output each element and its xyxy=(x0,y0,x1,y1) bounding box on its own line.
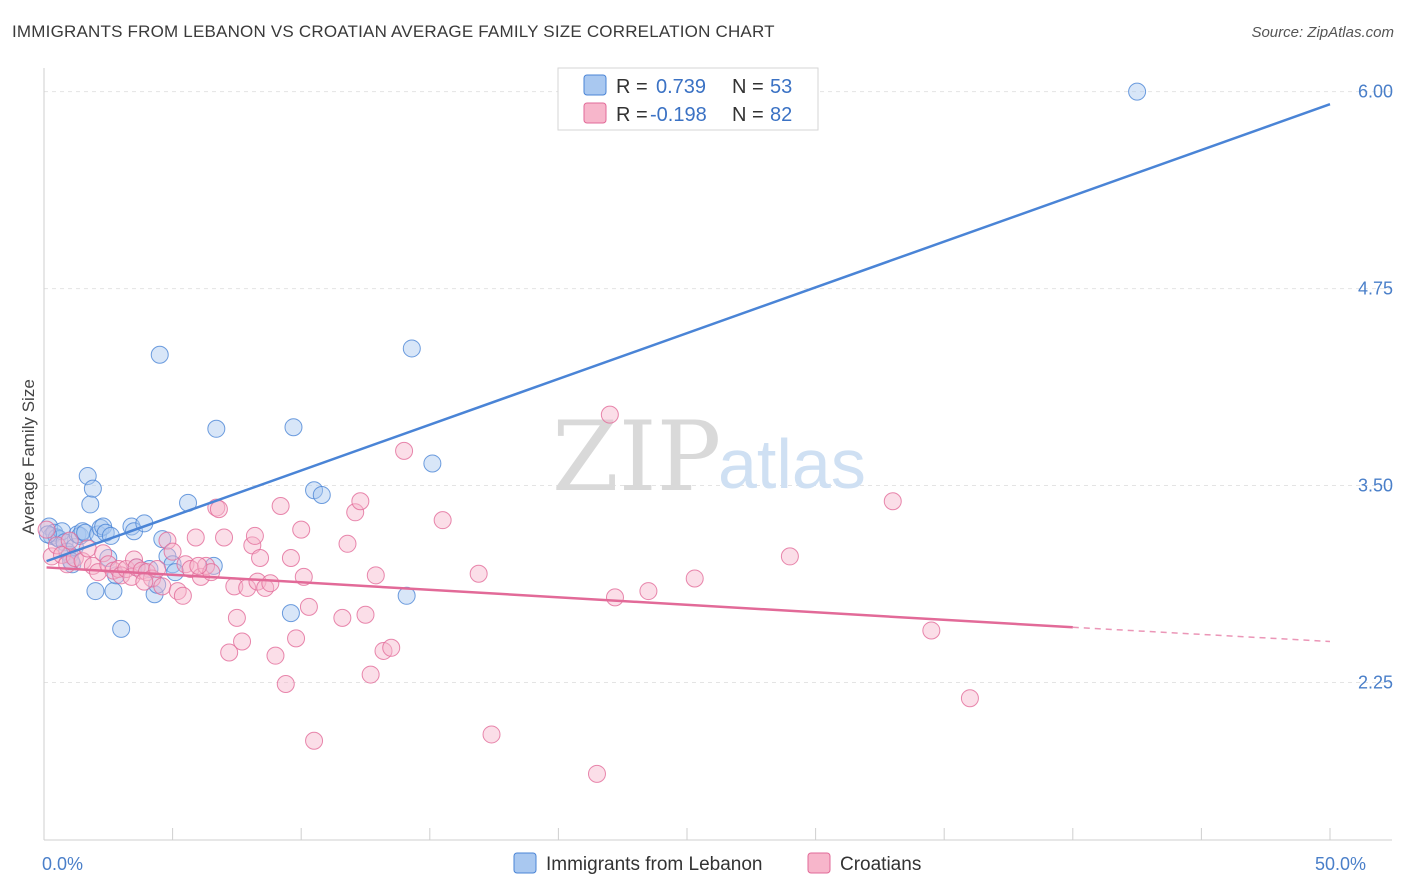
watermark-atlas: atlas xyxy=(718,425,866,503)
croatian-point xyxy=(281,548,300,567)
croatian-point xyxy=(351,492,370,511)
croatian-point xyxy=(276,675,295,694)
series-legend-swatch-lebanon xyxy=(513,852,537,874)
croatian-point xyxy=(395,441,414,460)
croatian-point xyxy=(220,643,239,662)
croatian-point xyxy=(60,531,79,550)
croatian-point xyxy=(173,586,192,605)
lebanon-point xyxy=(150,345,169,364)
croatian-point xyxy=(37,520,56,539)
croatian-point xyxy=(587,764,606,783)
trend-lines xyxy=(46,103,1331,643)
croatian-point xyxy=(305,731,324,750)
croatian-point xyxy=(266,646,285,665)
lebanon-trend-line xyxy=(46,103,1331,563)
legend-n-value-2: 82 xyxy=(770,104,792,126)
lebanon-point xyxy=(312,485,331,504)
data-points xyxy=(37,82,1147,783)
x-tick-label-right: 50.0% xyxy=(1315,854,1366,874)
croatian-point xyxy=(299,597,318,616)
croatian-point xyxy=(469,564,488,583)
croatian-point xyxy=(960,689,979,708)
legend-n-value-1: 53 xyxy=(770,76,792,98)
legend-swatch-lebanon xyxy=(583,74,607,96)
source-label: Source: ZipAtlas.com xyxy=(1251,24,1394,41)
lebanon-point xyxy=(112,619,131,638)
x-tick-labels: 0.0% 50.0% xyxy=(42,854,1366,874)
y-tick-label: 2.25 xyxy=(1358,672,1393,692)
series-legend-label-croatians: Croatians xyxy=(840,854,921,875)
lebanon-point xyxy=(83,479,102,498)
croatian-point xyxy=(135,572,154,591)
axes xyxy=(43,68,1392,841)
croatian-point xyxy=(186,528,205,547)
croatian-point xyxy=(176,555,195,574)
croatian-point xyxy=(433,511,452,530)
legend-swatch-croatians xyxy=(583,102,607,124)
chart-title: IMMIGRANTS FROM LEBANON VS CROATIAN AVER… xyxy=(12,22,775,41)
x-tick-label-left: 0.0% xyxy=(42,854,83,874)
croatian-point xyxy=(333,608,352,627)
croatian-point xyxy=(287,629,306,648)
croatian-point xyxy=(261,574,280,593)
series-legend-label-lebanon: Immigrants from Lebanon xyxy=(546,854,763,875)
croatian-point xyxy=(382,638,401,657)
y-tick-label: 6.00 xyxy=(1358,82,1393,102)
lebanon-point xyxy=(284,418,303,437)
lebanon-point xyxy=(1128,82,1147,101)
legend-r-label-2: R = xyxy=(616,104,648,126)
croatian-point xyxy=(639,582,658,601)
croatian-point xyxy=(153,577,172,596)
lebanon-point xyxy=(423,454,442,473)
y-tick-label: 4.75 xyxy=(1358,279,1393,299)
legend-r-label-1: R = xyxy=(616,76,648,98)
croatian-point xyxy=(292,520,311,539)
croatian-point xyxy=(600,405,619,424)
y-tick-labels: 6.00 4.75 3.50 2.25 xyxy=(1358,82,1393,693)
croatian-point xyxy=(780,547,799,566)
lebanon-point xyxy=(281,604,300,623)
lebanon-point xyxy=(86,582,105,601)
croatian-point xyxy=(189,556,208,575)
stats-legend: R = 0.739 N = 53 R = -0.198 N = 82 xyxy=(557,67,819,131)
croatian-point xyxy=(271,496,290,515)
lebanon-point xyxy=(207,419,226,438)
y-axis-label: Average Family Size xyxy=(19,379,38,535)
lebanon-point xyxy=(402,339,421,358)
croatian-point xyxy=(94,544,113,563)
croatian-point xyxy=(163,542,182,561)
croatian-point xyxy=(215,528,234,547)
croatian-point xyxy=(346,503,365,522)
croatian-point xyxy=(366,566,385,585)
lebanon-point xyxy=(81,495,100,514)
series-legend: Immigrants from Lebanon Croatians xyxy=(513,852,921,875)
croatian-point xyxy=(168,582,187,601)
croatian-point xyxy=(251,548,270,567)
croatian-point xyxy=(883,492,902,511)
legend-r-value-1: 0.739 xyxy=(656,76,706,98)
series-legend-swatch-croatians xyxy=(807,852,831,874)
croatian-trend-extension xyxy=(1072,626,1331,643)
legend-r-value-2: -0.198 xyxy=(650,104,707,126)
legend-n-label-2: N = xyxy=(732,104,764,126)
croatian-point xyxy=(922,621,941,640)
croatian-point xyxy=(356,605,375,624)
y-tick-label: 3.50 xyxy=(1358,476,1393,496)
croatian-point xyxy=(233,632,252,651)
croatian-point xyxy=(482,725,501,744)
croatian-point xyxy=(158,531,177,550)
croatian-point xyxy=(605,588,624,607)
lebanon-point xyxy=(53,522,72,541)
legend-n-label-1: N = xyxy=(732,76,764,98)
watermark: ZIP atlas xyxy=(552,401,866,513)
croatian-trend-line xyxy=(46,566,1073,629)
croatian-point xyxy=(338,534,357,553)
croatian-point xyxy=(361,665,380,684)
watermark-zip: ZIP xyxy=(552,401,721,513)
lebanon-point xyxy=(104,582,123,601)
croatian-point xyxy=(245,526,264,545)
croatian-point xyxy=(227,608,246,627)
croatian-point xyxy=(685,569,704,588)
